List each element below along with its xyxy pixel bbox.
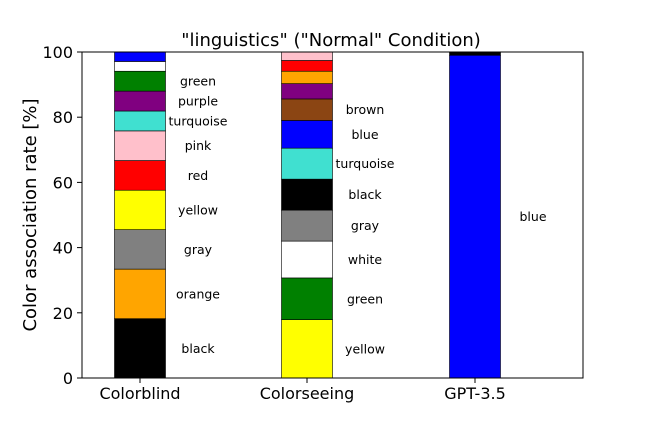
bar-segment-pink-0-5 (114, 130, 166, 161)
bar-segment-yellow-0-3 (114, 189, 166, 230)
x-axis: Colorblind Colorseeing GPT-3.5 (99, 378, 506, 403)
bar-segment-unlabeled-1-8 (281, 83, 333, 100)
bar-segment-white-1-2 (281, 240, 333, 279)
bar-segment-green-1-1 (281, 277, 333, 320)
segment-label-pink: pink (185, 138, 212, 153)
chart-title: "linguistics" ("Normal" Condition) (181, 30, 481, 51)
segment-label-white: white (348, 252, 383, 267)
segment-label-yellow: yellow (178, 202, 218, 217)
segment-label-black: black (181, 341, 215, 356)
bar-segment-blue-2-0 (449, 54, 501, 379)
bar-segment-brown-1-7 (281, 98, 333, 121)
bar-segment-turquoise-1-5 (281, 147, 333, 180)
bar-segment-black-0-0 (114, 318, 166, 379)
segment-label-green: green (180, 74, 216, 89)
bar-segment-unlabeled-0-9 (114, 61, 166, 72)
segment-label-blue: blue (519, 209, 546, 224)
segment-label-orange: orange (176, 286, 220, 301)
segment-label-red: red (188, 168, 209, 183)
bar-segment-green-0-8 (114, 70, 166, 92)
bar-segment-red-0-4 (114, 160, 166, 191)
y-axis: 0 20 40 60 80 100 (42, 43, 82, 388)
segment-label-yellow: yellow (345, 341, 385, 356)
y-tick-label: 60 (53, 173, 73, 192)
segment-label-gray: gray (184, 242, 213, 257)
segment-label-purple: purple (178, 94, 218, 109)
y-axis-label: Color association rate [%] (20, 98, 41, 331)
bar-segment-blue-1-6 (281, 120, 333, 149)
y-tick-label: 40 (53, 239, 73, 258)
segment-label-green: green (347, 291, 383, 306)
segment-label-black: black (348, 187, 382, 202)
bar-segment-turquoise-0-6 (114, 110, 166, 132)
plot-frame (81, 51, 584, 379)
segment-label-gray: gray (351, 218, 380, 233)
bars-group (114, 51, 501, 379)
segment-label-blue: blue (351, 127, 378, 142)
bar-segment-unlabeled-1-9 (281, 70, 333, 84)
bar-segment-orange-0-1 (114, 268, 166, 319)
bar-segment-gray-1-3 (281, 209, 333, 242)
segment-label-turquoise: turquoise (336, 156, 395, 171)
y-tick-label: 0 (63, 369, 73, 388)
bar-segment-unlabeled-1-10 (281, 60, 333, 72)
bar-segment-yellow-1-0 (281, 319, 333, 379)
bar-segment-gray-0-2 (114, 229, 166, 270)
bar-segment-purple-0-7 (114, 90, 166, 112)
y-tick-label: 20 (53, 304, 73, 323)
bar-segment-black-1-4 (281, 178, 333, 211)
segment-labels-group: black orange gray yellow red pink turquoise pur… (169, 74, 547, 357)
bar-segment-unlabeled-1-11 (281, 51, 333, 61)
x-category-label: Colorseeing (260, 384, 355, 403)
bar-segment-unlabeled-0-10 (114, 51, 166, 62)
segment-label-turquoise: turquoise (169, 113, 228, 128)
y-tick-label: 80 (53, 108, 73, 127)
x-category-label: Colorblind (99, 384, 180, 403)
y-tick-label: 100 (42, 43, 73, 62)
x-category-label: GPT-3.5 (444, 384, 506, 403)
segment-label-brown: brown (346, 102, 385, 117)
